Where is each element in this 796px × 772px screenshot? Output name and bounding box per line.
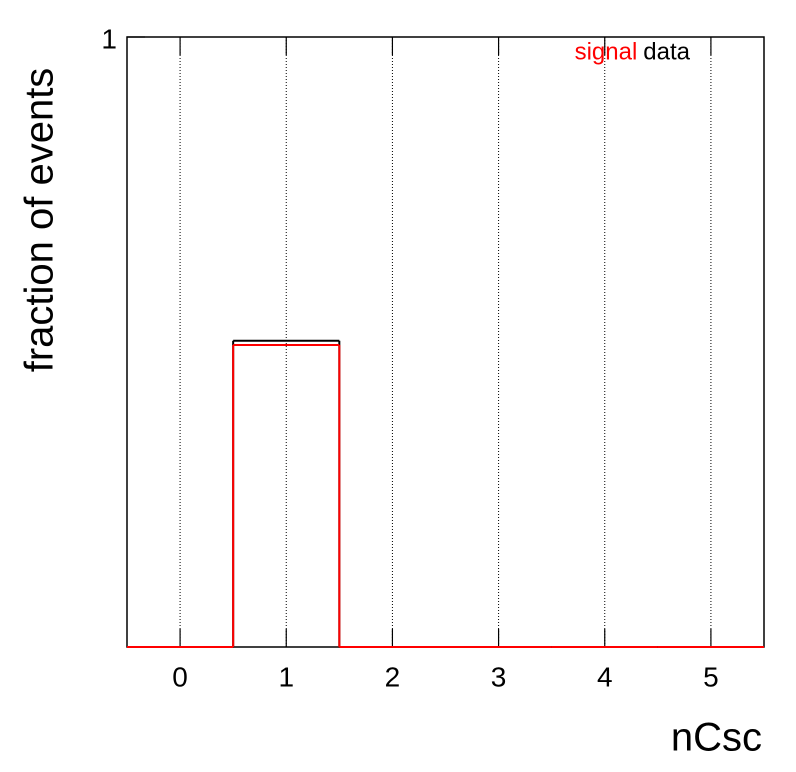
legend-label: data <box>643 38 690 65</box>
y-axis-label: fraction of events <box>18 68 62 373</box>
x-tick-label: 1 <box>278 661 294 692</box>
x-tick-label: 0 <box>172 661 188 692</box>
plot-frame <box>126 36 765 648</box>
x-tick-label: 4 <box>597 661 613 692</box>
x-tick-label: 5 <box>703 661 719 692</box>
x-tick-label: 2 <box>385 661 401 692</box>
legend-label: signal <box>575 38 638 65</box>
y-tick-label: 1 <box>101 23 117 54</box>
x-axis-label: nCsc <box>671 716 762 760</box>
x-tick-label: 3 <box>491 661 507 692</box>
